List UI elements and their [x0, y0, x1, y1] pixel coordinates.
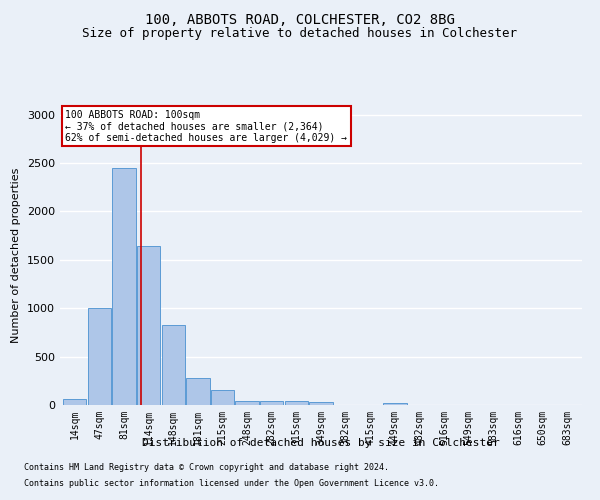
Text: 100 ABBOTS ROAD: 100sqm
← 37% of detached houses are smaller (2,364)
62% of semi: 100 ABBOTS ROAD: 100sqm ← 37% of detache…	[65, 110, 347, 142]
Bar	[186, 378, 209, 405]
Bar	[284, 401, 308, 405]
Bar	[235, 400, 259, 405]
Text: 100, ABBOTS ROAD, COLCHESTER, CO2 8BG: 100, ABBOTS ROAD, COLCHESTER, CO2 8BG	[145, 12, 455, 26]
Bar	[310, 402, 332, 405]
Bar	[161, 324, 185, 405]
Text: Size of property relative to detached houses in Colchester: Size of property relative to detached ho…	[83, 28, 517, 40]
Y-axis label: Number of detached properties: Number of detached properties	[11, 168, 22, 342]
Bar	[383, 403, 407, 405]
Text: Distribution of detached houses by size in Colchester: Distribution of detached houses by size …	[142, 438, 500, 448]
Text: Contains HM Land Registry data © Crown copyright and database right 2024.: Contains HM Land Registry data © Crown c…	[24, 464, 389, 472]
Bar	[260, 400, 283, 405]
Bar	[112, 168, 136, 405]
Bar	[211, 390, 234, 405]
Text: Contains public sector information licensed under the Open Government Licence v3: Contains public sector information licen…	[24, 478, 439, 488]
Bar	[137, 246, 160, 405]
Bar	[88, 308, 111, 405]
Bar	[63, 399, 86, 405]
